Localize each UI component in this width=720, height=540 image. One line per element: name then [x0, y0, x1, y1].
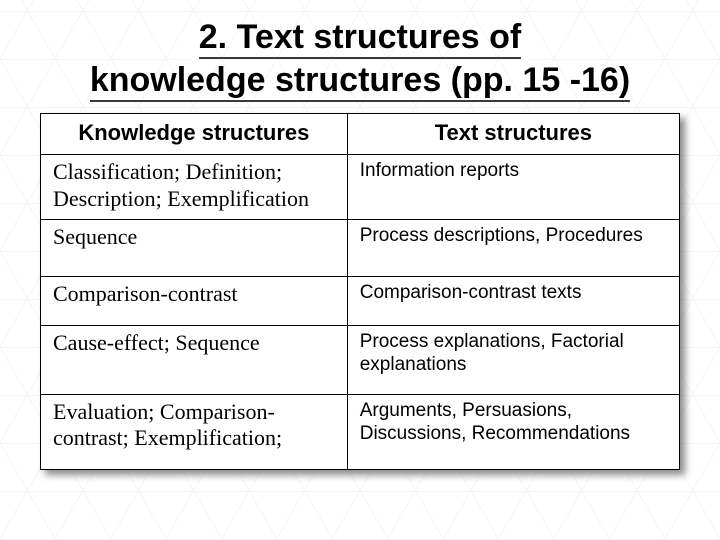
- cell-text: Arguments, Persuasions, Discussions, Rec…: [347, 394, 679, 469]
- table-row: Evaluation; Comparison-contrast; Exempli…: [41, 394, 680, 469]
- cell-text: Process explanations, Factorial explanat…: [347, 325, 679, 394]
- cell-text: Process descriptions, Procedures: [347, 219, 679, 276]
- title-line-1: 2. Text structures of: [199, 18, 521, 59]
- cell-knowledge: Cause-effect; Sequence: [41, 325, 348, 394]
- header-knowledge-structures: Knowledge structures: [41, 114, 348, 155]
- page-title: 2. Text structures of knowledge structur…: [38, 16, 682, 103]
- cell-text: Comparison-contrast texts: [347, 276, 679, 325]
- cell-text: Information reports: [347, 155, 679, 220]
- knowledge-text-table: Knowledge structures Text structures Cla…: [40, 113, 680, 470]
- table-header-row: Knowledge structures Text structures: [41, 114, 680, 155]
- cell-knowledge: Comparison-contrast: [41, 276, 348, 325]
- table-row: Cause-effect; Sequence Process explanati…: [41, 325, 680, 394]
- title-line-2: knowledge structures (pp. 15 -16): [90, 61, 630, 102]
- cell-knowledge: Classification; Definition; Description;…: [41, 155, 348, 220]
- cell-knowledge: Sequence: [41, 219, 348, 276]
- table-row: Comparison-contrast Comparison-contrast …: [41, 276, 680, 325]
- table-row: Classification; Definition; Description;…: [41, 155, 680, 220]
- table-row: Sequence Process descriptions, Procedure…: [41, 219, 680, 276]
- header-text-structures: Text structures: [347, 114, 679, 155]
- cell-knowledge: Evaluation; Comparison-contrast; Exempli…: [41, 394, 348, 469]
- slide: 2. Text structures of knowledge structur…: [0, 0, 720, 540]
